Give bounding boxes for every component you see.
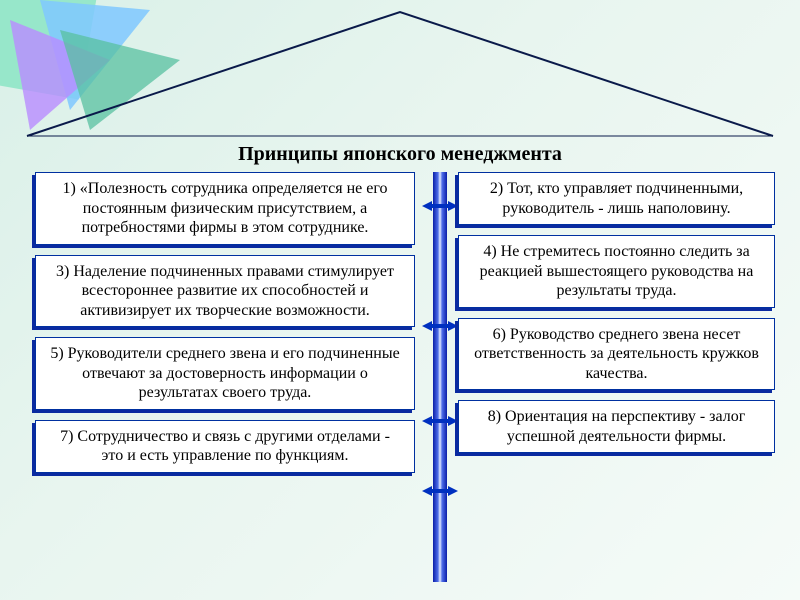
principle-text: «Полезность сотрудника определяется не е… xyxy=(80,180,388,236)
principle-text: Руководство среднего звена несет ответст… xyxy=(474,326,759,382)
right-column: 2) Тот, кто управляет подчиненными, руко… xyxy=(458,172,775,463)
principle-number: 7) xyxy=(60,428,73,445)
principle-text: Не стремитесь постоянно следить за реакц… xyxy=(480,243,754,299)
principle-number: 6) xyxy=(493,326,506,343)
principle-box: 3) Наделение подчиненных правами стимули… xyxy=(35,255,415,328)
principle-box: 5) Руководители среднего звена и его под… xyxy=(35,337,415,410)
principle-box: 2) Тот, кто управляет подчиненными, руко… xyxy=(458,172,775,225)
principle-number: 5) xyxy=(50,345,63,362)
principle-box: 7) Сотрудничество и связь с другими отде… xyxy=(35,420,415,473)
principle-number: 1) xyxy=(62,180,75,197)
principle-text: Сотрудничество и связь с другими отделам… xyxy=(77,428,390,465)
principle-text: Ориентация на перспективу - залог успешн… xyxy=(505,408,745,445)
left-column: 1) «Полезность сотрудника определяется н… xyxy=(35,172,415,483)
diagram: Принципы японского менеджмента 1) «Полез… xyxy=(0,0,800,600)
principle-number: 3) xyxy=(56,263,69,280)
principle-text: Руководители среднего звена и его подчин… xyxy=(68,345,400,401)
principle-number: 2) xyxy=(490,180,503,197)
diagram-title: Принципы японского менеджмента xyxy=(0,143,800,166)
principle-number: 4) xyxy=(483,243,496,260)
principle-box: 8) Ориентация на перспективу - залог усп… xyxy=(458,400,775,453)
principle-number: 8) xyxy=(488,408,501,425)
principle-box: 1) «Полезность сотрудника определяется н… xyxy=(35,172,415,245)
roof-outline xyxy=(25,8,775,138)
principle-box: 4) Не стремитесь постоянно следить за ре… xyxy=(458,235,775,308)
columns: 1) «Полезность сотрудника определяется н… xyxy=(35,172,775,584)
principle-text: Тот, кто управляет подчиненными, руковод… xyxy=(502,180,743,217)
principle-text: Наделение подчиненных правами стимулируе… xyxy=(73,263,394,319)
principle-box: 6) Руководство среднего звена несет отве… xyxy=(458,318,775,391)
